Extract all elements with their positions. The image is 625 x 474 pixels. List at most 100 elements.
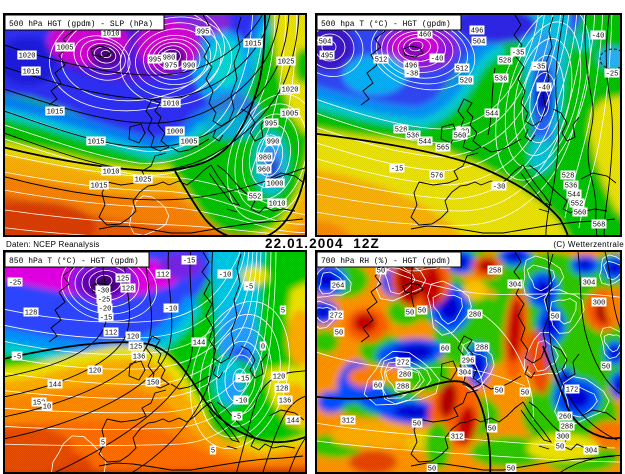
svg-text:300: 300 xyxy=(593,300,606,308)
svg-text:272: 272 xyxy=(397,360,410,368)
svg-text:312: 312 xyxy=(342,418,355,426)
svg-text:496: 496 xyxy=(471,28,484,36)
svg-text:300: 300 xyxy=(557,434,570,442)
svg-text:-35: -35 xyxy=(512,50,525,58)
svg-text:172: 172 xyxy=(566,387,579,395)
svg-text:144: 144 xyxy=(49,382,62,390)
svg-text:536: 536 xyxy=(407,133,420,141)
svg-text:112: 112 xyxy=(105,330,118,338)
svg-text:50: 50 xyxy=(495,388,503,396)
svg-text:544: 544 xyxy=(568,192,581,200)
svg-text:-5: -5 xyxy=(13,354,21,362)
svg-text:-15: -15 xyxy=(100,315,113,323)
svg-text:304: 304 xyxy=(583,280,596,288)
svg-text:1025: 1025 xyxy=(135,177,152,185)
svg-text:980: 980 xyxy=(163,55,176,63)
svg-text:128: 128 xyxy=(25,310,38,318)
svg-text:1005: 1005 xyxy=(282,111,299,119)
svg-text:280: 280 xyxy=(399,372,412,380)
svg-text:504: 504 xyxy=(473,39,486,47)
svg-text:1015: 1015 xyxy=(23,69,40,77)
svg-text:995: 995 xyxy=(197,29,210,37)
svg-text:60: 60 xyxy=(441,346,449,354)
svg-text:304: 304 xyxy=(509,282,522,290)
svg-text:496: 496 xyxy=(405,63,418,71)
svg-text:1015: 1015 xyxy=(88,139,105,147)
svg-text:-30: -30 xyxy=(97,288,110,296)
svg-text:50: 50 xyxy=(602,364,610,372)
svg-text:136: 136 xyxy=(133,354,146,362)
svg-text:0: 0 xyxy=(261,344,265,352)
svg-text:700 hPa RH (%) - HGT (gpdm): 700 hPa RH (%) - HGT (gpdm) xyxy=(321,257,451,266)
svg-text:50: 50 xyxy=(488,426,496,434)
svg-text:1010: 1010 xyxy=(163,101,180,109)
svg-text:50: 50 xyxy=(335,330,343,338)
svg-text:260: 260 xyxy=(559,414,572,422)
svg-text:552: 552 xyxy=(249,194,262,202)
svg-text:1005: 1005 xyxy=(57,45,74,53)
svg-text:50: 50 xyxy=(507,466,515,474)
svg-text:460: 460 xyxy=(419,32,432,40)
svg-text:1010: 1010 xyxy=(103,169,120,177)
svg-text:280: 280 xyxy=(469,312,482,320)
svg-text:-10: -10 xyxy=(235,398,248,406)
svg-text:5: 5 xyxy=(281,308,285,316)
svg-text:120: 120 xyxy=(89,368,102,376)
svg-text:50: 50 xyxy=(406,310,414,318)
svg-text:150: 150 xyxy=(147,380,160,388)
svg-text:264: 264 xyxy=(332,283,345,291)
svg-text:128: 128 xyxy=(276,386,289,394)
svg-text:-40: -40 xyxy=(538,85,551,93)
svg-text:960: 960 xyxy=(258,167,271,175)
svg-text:5: 5 xyxy=(101,440,105,448)
svg-text:544: 544 xyxy=(419,139,432,147)
svg-text:504: 504 xyxy=(319,39,332,47)
svg-text:50: 50 xyxy=(413,421,421,429)
svg-text:544: 544 xyxy=(486,111,499,119)
svg-text:-38: -38 xyxy=(406,71,419,79)
svg-text:-25: -25 xyxy=(606,71,619,79)
svg-text:304: 304 xyxy=(459,370,472,378)
svg-text:528: 528 xyxy=(395,127,408,135)
svg-text:995: 995 xyxy=(149,57,162,65)
svg-text:565: 565 xyxy=(437,145,450,153)
svg-text:120: 120 xyxy=(127,334,140,342)
svg-text:990: 990 xyxy=(267,139,280,147)
svg-text:50: 50 xyxy=(418,308,426,316)
svg-text:-40: -40 xyxy=(431,56,444,64)
svg-text:112: 112 xyxy=(157,272,170,280)
svg-text:1025: 1025 xyxy=(278,59,295,67)
svg-text:144: 144 xyxy=(287,418,300,426)
svg-text:528: 528 xyxy=(499,58,512,66)
svg-text:-15: -15 xyxy=(237,376,250,384)
svg-text:136: 136 xyxy=(279,398,292,406)
svg-text:312: 312 xyxy=(451,434,464,442)
svg-text:-15: -15 xyxy=(183,258,196,266)
svg-text:-40: -40 xyxy=(592,33,605,41)
svg-text:-15: -15 xyxy=(391,166,404,174)
svg-text:288: 288 xyxy=(561,424,574,432)
svg-text:560: 560 xyxy=(574,210,587,218)
svg-text:975: 975 xyxy=(165,63,178,71)
svg-text:60: 60 xyxy=(374,383,382,391)
svg-text:-5: -5 xyxy=(245,284,253,292)
svg-text:50: 50 xyxy=(551,314,559,322)
svg-text:850 hPa T (°C) - HGT (gpdm): 850 hPa T (°C) - HGT (gpdm) xyxy=(9,257,139,266)
svg-text:1010: 1010 xyxy=(269,201,286,209)
svg-text:500 hPa HGT (gpdm) - SLP (hPa): 500 hPa HGT (gpdm) - SLP (hPa) xyxy=(9,20,153,29)
svg-text:560: 560 xyxy=(454,133,467,141)
svg-text:1000: 1000 xyxy=(267,181,284,189)
svg-text:296: 296 xyxy=(462,358,475,366)
svg-text:125: 125 xyxy=(130,344,143,352)
svg-text:576: 576 xyxy=(431,173,444,181)
svg-text:512: 512 xyxy=(375,57,388,65)
svg-text:1015: 1015 xyxy=(91,183,108,191)
svg-text:568: 568 xyxy=(593,222,606,230)
svg-text:1015: 1015 xyxy=(47,109,64,117)
svg-text:1005: 1005 xyxy=(181,139,198,147)
svg-text:152: 152 xyxy=(33,400,46,408)
svg-text:50: 50 xyxy=(428,466,436,474)
svg-text:288: 288 xyxy=(397,384,410,392)
svg-text:10: 10 xyxy=(43,404,51,412)
svg-text:144: 144 xyxy=(193,340,206,348)
